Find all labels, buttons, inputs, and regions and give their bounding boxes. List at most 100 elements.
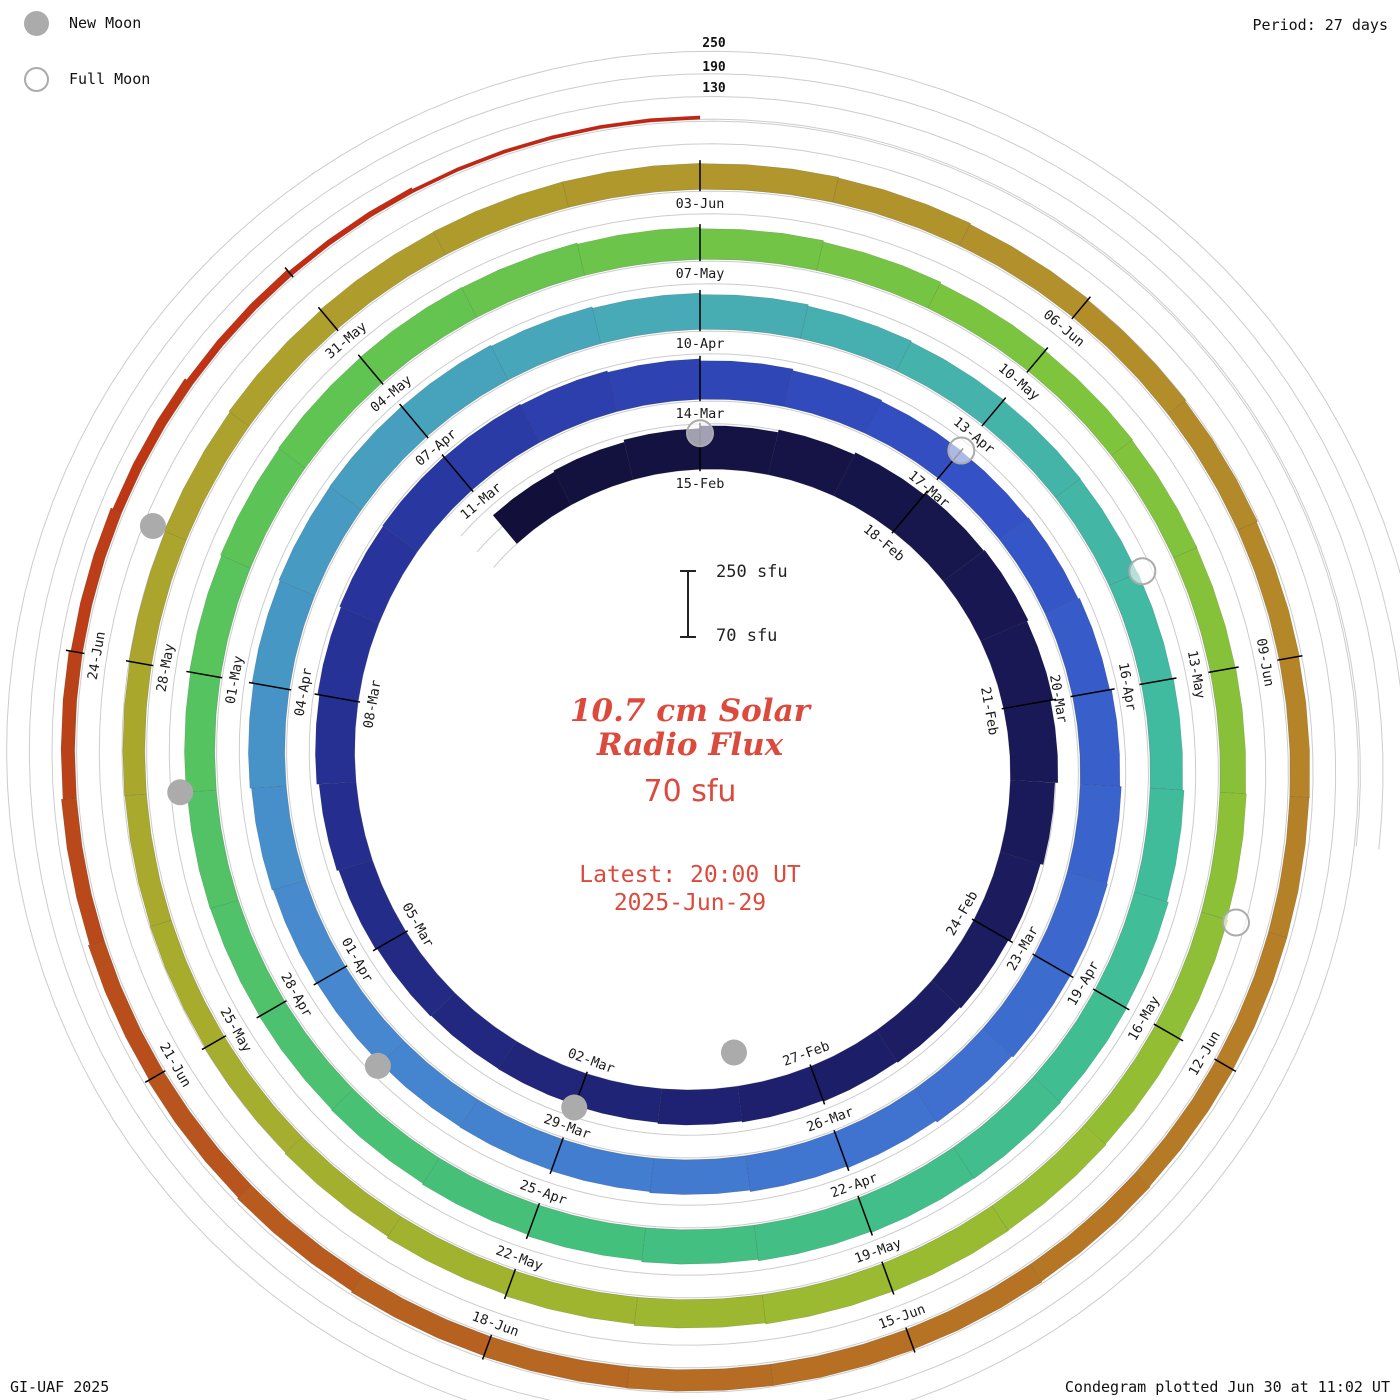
flux-segment: [251, 580, 315, 690]
flux-segment: [186, 789, 239, 910]
date-label: 16-Apr: [1115, 661, 1139, 712]
date-label: 01-May: [223, 655, 247, 706]
flux-segment: [1135, 1059, 1234, 1187]
date-tick: [65, 649, 85, 655]
flux-segment: [319, 231, 446, 330]
period-label: Period: 27 days: [1252, 16, 1388, 34]
flux-segment: [550, 1139, 654, 1193]
flux-segment: [998, 517, 1079, 614]
flux-segment: [376, 931, 456, 1017]
date-label: 24-Jun: [85, 630, 109, 681]
flux-segment: [1034, 871, 1108, 977]
flux-segment: [251, 785, 306, 891]
legend-new-moon: New Moon: [24, 8, 150, 38]
flux-scale-cap-bottom: [680, 636, 696, 638]
new-moon-marker: [167, 779, 194, 806]
flux-segment: [699, 228, 824, 271]
date-tick: [125, 660, 154, 667]
flux-segment: [1030, 1172, 1151, 1282]
flux-scale-bottom-label: 70 sfu: [716, 626, 778, 646]
flux-segment: [1167, 400, 1258, 531]
date-tick: [284, 266, 294, 278]
flux-segment: [61, 798, 105, 946]
date-tick: [481, 1334, 493, 1360]
date-label: 09-Jun: [1253, 637, 1277, 688]
date-tick: [809, 1064, 826, 1105]
date-tick: [891, 490, 929, 534]
date-tick: [833, 1129, 850, 1172]
date-tick: [441, 453, 474, 493]
date-label: 28-May: [154, 642, 178, 693]
date-tick: [971, 918, 1014, 944]
flux-segment: [1055, 478, 1139, 586]
flux-segment: [149, 919, 225, 1049]
gridline-spiral: [6, 50, 1400, 1400]
new-moon-marker: [561, 1094, 588, 1121]
flux-segment: [699, 360, 794, 407]
flux-segment: [959, 223, 1089, 318]
full-moon-marker: [686, 419, 714, 448]
flux-segment: [433, 181, 569, 256]
flux-segment: [350, 1274, 492, 1357]
flux-segment: [816, 241, 942, 309]
chart-title-line1: 10.7 cm Solar: [569, 693, 811, 729]
full-moon-marker: [1222, 908, 1251, 937]
full-moon-marker: [947, 436, 976, 465]
flux-segment: [505, 1270, 638, 1325]
radial-scale-190: 190: [702, 60, 726, 75]
flux-segment: [982, 954, 1071, 1058]
full-moon-label: Full Moon: [69, 70, 151, 88]
date-tick: [1070, 688, 1115, 698]
flux-segment: [490, 306, 602, 381]
latest-date-label: 2025-Jun-29: [613, 890, 767, 916]
date-tick: [503, 1268, 517, 1300]
flux-segment: [1155, 911, 1229, 1040]
flux-segment: [272, 879, 346, 984]
date-tick: [1214, 1058, 1237, 1073]
new-moon-marker: [720, 1039, 747, 1066]
flux-segment: [1210, 667, 1246, 795]
plotted-timestamp: Condegram plotted Jun 30 at 11:02 UT: [1064, 1378, 1390, 1396]
date-label: 10-Apr: [676, 336, 725, 352]
flux-segment: [189, 555, 251, 678]
flux-segment: [1134, 787, 1185, 903]
radial-scale-250: 250: [702, 36, 726, 51]
date-tick: [881, 1261, 895, 1295]
flux-segment: [953, 1076, 1062, 1180]
new-moon-marker: [139, 513, 166, 540]
flux-segment: [330, 1088, 440, 1184]
flux-segment: [745, 1131, 848, 1193]
flux-segment: [284, 1136, 402, 1237]
flux-segment: [892, 492, 985, 582]
date-label: 07-May: [676, 266, 725, 282]
date-tick: [1208, 666, 1239, 674]
flux-segment: [236, 1184, 363, 1292]
flux-segment: [1067, 783, 1122, 885]
legend-full-moon: Full Moon: [24, 64, 150, 94]
flux-segments: [60, 115, 1310, 1392]
flux-segment: [1268, 796, 1310, 939]
flux-segment: [1000, 779, 1056, 866]
date-tick: [248, 681, 292, 691]
flux-segment: [982, 400, 1081, 498]
flux-segment: [927, 283, 1047, 372]
flux-segment: [124, 793, 172, 927]
flux-segment: [942, 549, 1029, 642]
flux-segment: [896, 341, 1005, 425]
flux-segment: [401, 344, 509, 437]
flux-segment: [737, 1066, 824, 1123]
date-tick: [201, 1035, 227, 1051]
new-moon-marker: [364, 1052, 391, 1079]
new-moon-label: New Moon: [69, 14, 142, 32]
flux-segment: [1215, 931, 1288, 1071]
flux-segment: [70, 507, 123, 654]
flux-segment: [338, 859, 407, 950]
flux-segment: [931, 919, 1009, 1009]
date-tick: [1026, 346, 1049, 373]
date-tick: [525, 1203, 541, 1240]
flux-segment: [832, 177, 971, 246]
date-label: 14-Mar: [676, 406, 725, 422]
flux-segment: [527, 1204, 646, 1261]
date-tick: [317, 306, 339, 332]
flux-segment: [520, 370, 618, 443]
